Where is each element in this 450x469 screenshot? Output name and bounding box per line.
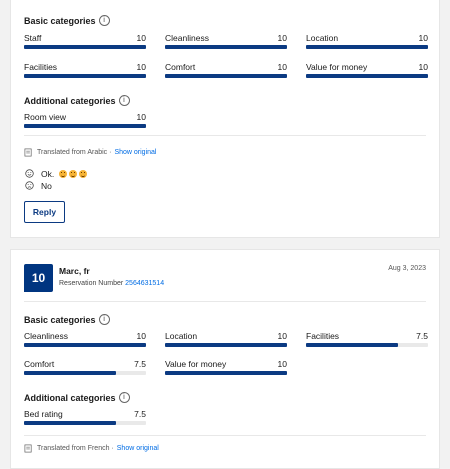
reservation-info: Reservation Number 2564631514 (59, 280, 164, 287)
rating-bar-fill (306, 343, 398, 347)
divider (24, 135, 426, 136)
rating-label: Staff (24, 33, 42, 43)
rating-label: Value for money (306, 62, 368, 72)
rating-value: 7.5 (134, 409, 146, 419)
rating-bar-fill (24, 343, 146, 347)
rating-bar (24, 74, 146, 78)
reservation-label: Reservation Number (59, 280, 124, 287)
rating-bar-fill (306, 74, 428, 78)
show-original-link[interactable]: Show original (114, 149, 157, 156)
info-icon[interactable]: i (98, 314, 110, 325)
negative-comment: No (41, 181, 52, 191)
basic-categories-title: Basic categories (24, 314, 96, 325)
translate-icon (24, 444, 32, 453)
rating-bar-fill (165, 371, 287, 375)
rating-value: 7.5 (134, 359, 146, 369)
rating-value: 10 (136, 331, 146, 341)
rating-label: Value for money (165, 359, 227, 369)
rating-label: Comfort (165, 62, 196, 72)
rating-label: Location (306, 33, 339, 43)
smiley-face-icon (25, 169, 34, 178)
additional-categories-heading: Additional categories i (24, 392, 130, 403)
review-card: 10 Marc, fr Reservation Number 256463151… (10, 249, 440, 469)
rating-value: 10 (277, 359, 287, 369)
divider (24, 301, 426, 302)
rating-value: 10 (277, 331, 287, 341)
rating-bar (165, 74, 287, 78)
rating-bar (24, 421, 146, 425)
rating-label: Facilities (306, 331, 340, 341)
rating-bar (306, 343, 428, 347)
rating-value: 7.5 (416, 331, 428, 341)
rating-bar (24, 343, 146, 347)
rating-bar (306, 74, 428, 78)
translation-notice: Translated from Arabic · Show original (24, 148, 156, 157)
additional-categories-heading: Additional categories i (24, 95, 130, 106)
rating-label: Bed rating (24, 409, 63, 419)
basic-categories-title: Basic categories (24, 15, 96, 26)
rating-value: 10 (136, 112, 146, 122)
rating-bar (165, 45, 287, 49)
show-original-link[interactable]: Show original (116, 445, 159, 452)
rating-bar-fill (24, 371, 116, 375)
translated-label: Translated from Arabic · (37, 149, 112, 156)
rating-label: Facilities (24, 62, 58, 72)
rating-bar (24, 371, 146, 375)
rating-bar-fill (165, 45, 287, 49)
rating-bar-fill (165, 74, 287, 78)
rating-bar (306, 45, 428, 49)
basic-categories-heading: Basic categories i (24, 314, 110, 325)
positive-comment: Ok. (41, 169, 87, 179)
rating-bar-fill (24, 74, 146, 78)
rating-bar (24, 124, 146, 128)
rating-value: 10 (277, 62, 287, 72)
positive-text: Ok. (41, 169, 55, 179)
rating-label: Cleanliness (165, 33, 209, 43)
smiling-emoji-icon (58, 170, 67, 178)
rating-label: Cleanliness (24, 331, 68, 341)
rating-bar (24, 45, 146, 49)
review-score-badge: 10 (24, 264, 53, 292)
smiling-emoji-icon (68, 170, 77, 178)
divider (24, 435, 426, 436)
rating-label: Location (165, 331, 198, 341)
reservation-number-link[interactable]: 2564631514 (125, 280, 165, 287)
rating-bar (165, 343, 287, 347)
rating-bar-fill (24, 45, 146, 49)
reply-button[interactable]: Reply (24, 201, 65, 223)
review-card: Basic categories i Staff 10 Cleanliness … (10, 0, 440, 238)
rating-value: 10 (136, 33, 146, 43)
rating-value: 10 (418, 62, 428, 72)
translation-notice: Translated from French · Show original (24, 444, 159, 453)
translate-icon (24, 148, 32, 157)
rating-bar-fill (24, 124, 146, 128)
rating-bar-fill (165, 343, 287, 347)
rating-value: 10 (418, 33, 428, 43)
rating-label: Room view (24, 112, 67, 122)
rating-bar (165, 371, 287, 375)
sad-face-icon (25, 181, 34, 190)
basic-categories-heading: Basic categories i (24, 15, 110, 26)
rating-label: Comfort (24, 359, 55, 369)
info-icon[interactable]: i (118, 392, 130, 403)
additional-categories-title: Additional categories (24, 392, 116, 403)
smiling-emoji-icon (78, 170, 87, 178)
reviewer-name: Marc, fr (59, 266, 90, 276)
review-date: Aug 3, 2023 (388, 265, 426, 272)
rating-bar-fill (306, 45, 428, 49)
rating-bar-fill (24, 421, 116, 425)
additional-categories-title: Additional categories (24, 95, 116, 106)
translated-label: Translated from French · (37, 445, 114, 452)
rating-value: 10 (136, 62, 146, 72)
info-icon[interactable]: i (98, 15, 110, 26)
rating-value: 10 (277, 33, 287, 43)
info-icon[interactable]: i (118, 95, 130, 106)
